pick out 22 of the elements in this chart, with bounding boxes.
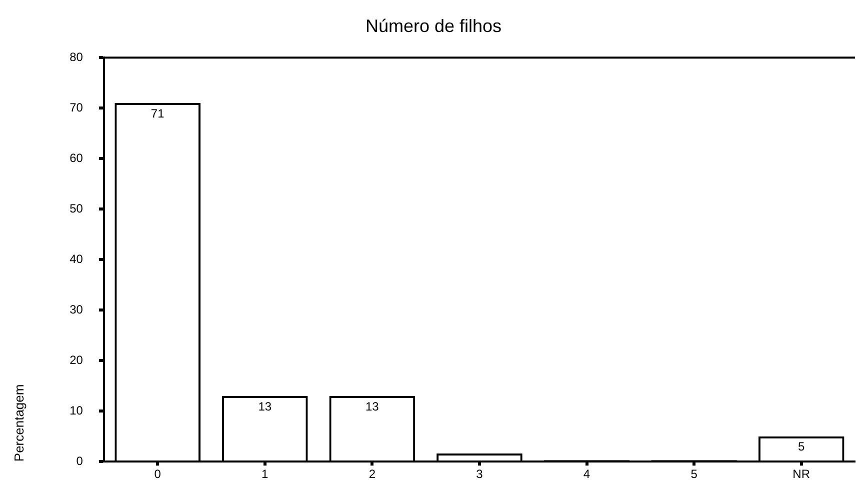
y-tick-label: 20 — [70, 352, 84, 367]
y-tick-label: 70 — [70, 100, 84, 114]
x-tick-label: 3 — [476, 467, 484, 482]
y-tick-label: 0 — [76, 454, 84, 468]
x-tick-label: NR — [792, 467, 810, 482]
x-tick-label: 1 — [262, 467, 269, 482]
y-axis-title: Percentagem — [11, 384, 26, 462]
y-tick-label: 10 — [70, 403, 84, 418]
x-tick-label: 0 — [154, 467, 162, 482]
y-tick-label: 30 — [70, 302, 84, 316]
data-label: 71 — [150, 106, 165, 120]
data-label: 13 — [258, 399, 272, 414]
x-tick-label: 2 — [368, 467, 376, 482]
data-label: 5 — [798, 440, 806, 454]
y-tick-label: 80 — [70, 50, 84, 64]
y-tick-label: 50 — [70, 201, 84, 216]
x-tick-label: 5 — [690, 467, 698, 482]
x-tick-label: 4 — [583, 467, 590, 482]
chart-title: Número de filhos — [365, 16, 502, 36]
y-tick-label: 60 — [70, 150, 84, 165]
y-tick-label: 40 — [70, 252, 84, 266]
data-label: 13 — [366, 399, 380, 414]
